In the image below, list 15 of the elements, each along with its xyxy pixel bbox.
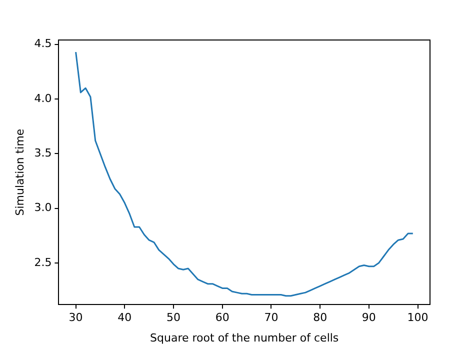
x-tick-label: 100: [407, 311, 428, 324]
x-tick-label: 60: [215, 311, 230, 324]
x-axis-title: Square root of the number of cells: [150, 331, 339, 344]
y-tick-label: 3.0: [34, 201, 52, 214]
y-tick-label: 3.5: [34, 146, 52, 160]
y-tick-label: 4.0: [34, 92, 52, 105]
y-axis-title: Simulation time: [13, 128, 26, 216]
y-tick-label: 2.5: [34, 256, 52, 269]
x-tick-label: 30: [68, 311, 83, 324]
x-tick-label: 40: [118, 311, 132, 324]
x-tick-label: 50: [166, 311, 181, 324]
y-tick-label: 4.5: [34, 37, 52, 50]
x-tick-label: 80: [313, 311, 328, 324]
x-tick-label: 70: [264, 311, 278, 324]
x-tick-label: 90: [362, 311, 376, 324]
